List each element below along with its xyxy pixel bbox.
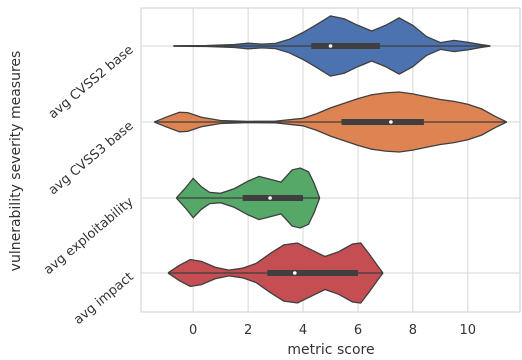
x-tick-labels: 0 2 4 6 8 10 <box>189 323 476 338</box>
x-tick-label: 10 <box>460 323 477 338</box>
x-tick-label: 8 <box>409 323 417 338</box>
x-tick-label: 4 <box>299 323 307 338</box>
violin-layer <box>154 15 507 304</box>
violin-median-dot <box>389 120 393 124</box>
violin-median-dot <box>292 271 297 275</box>
x-tick-label: 0 <box>189 323 197 338</box>
violin-median-dot <box>268 196 272 200</box>
x-tick-label: 6 <box>354 323 362 338</box>
y-axis-label: vulnerability severity measures <box>8 51 24 272</box>
violin-median-dot <box>328 44 333 48</box>
plot-frame <box>140 7 521 313</box>
x-axis-label: metric score <box>287 342 374 358</box>
x-tick-label: 2 <box>244 323 252 338</box>
